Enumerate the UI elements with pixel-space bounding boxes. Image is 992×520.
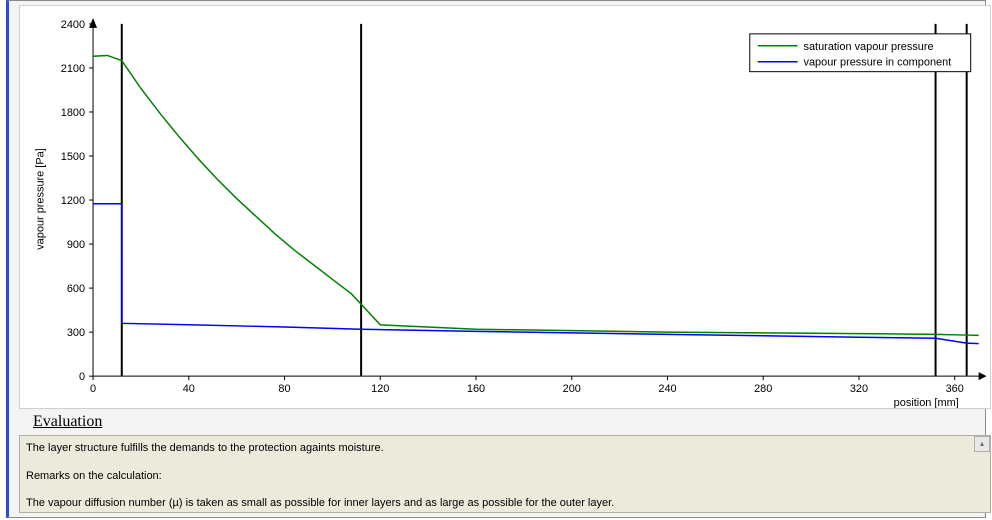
svg-text:0: 0 — [90, 383, 96, 395]
svg-text:vapour pressure in component: vapour pressure in component — [804, 57, 952, 69]
svg-text:320: 320 — [850, 383, 868, 395]
svg-text:240: 240 — [658, 383, 676, 395]
evaluation-heading: Evaluation — [33, 413, 102, 431]
svg-text:1500: 1500 — [61, 151, 85, 163]
svg-text:120: 120 — [371, 383, 389, 395]
svg-text:1800: 1800 — [61, 107, 85, 119]
svg-text:2100: 2100 — [61, 63, 85, 75]
window-frame: 0 300 600 900 1200 1500 1800 2100 2400 0 40 80 120 16… — [6, 0, 986, 518]
svg-text:2400: 2400 — [61, 19, 85, 31]
svg-text:200: 200 — [563, 383, 581, 395]
svg-text:360: 360 — [946, 383, 964, 395]
evaluation-line-2: Remarks on the calculation: — [26, 468, 984, 486]
svg-text:600: 600 — [67, 283, 85, 295]
evaluation-line-1: The layer structure fulfills the demands… — [26, 440, 984, 458]
svg-text:saturation vapour pressure: saturation vapour pressure — [804, 41, 934, 53]
vapour-pressure-chart: 0 300 600 900 1200 1500 1800 2100 2400 0 40 80 120 16… — [20, 6, 990, 408]
scroll-up-button[interactable]: ▴ — [974, 436, 990, 452]
chart-panel: 0 300 600 900 1200 1500 1800 2100 2400 0 40 80 120 16… — [19, 5, 991, 409]
svg-text:0: 0 — [79, 371, 85, 383]
svg-text:1200: 1200 — [61, 195, 85, 207]
svg-text:280: 280 — [754, 383, 772, 395]
svg-text:300: 300 — [67, 327, 85, 339]
evaluation-line-3: The vapour diffusion number (µ) is taken… — [26, 495, 984, 513]
svg-text:160: 160 — [467, 383, 485, 395]
svg-text:vapour pressure [Pa]: vapour pressure [Pa] — [34, 148, 46, 250]
svg-text:position [mm]: position [mm] — [894, 397, 959, 408]
evaluation-textbox: ▴ The layer structure fulfills the deman… — [19, 435, 991, 513]
svg-text:40: 40 — [183, 383, 195, 395]
svg-text:80: 80 — [278, 383, 290, 395]
svg-text:900: 900 — [67, 239, 85, 251]
